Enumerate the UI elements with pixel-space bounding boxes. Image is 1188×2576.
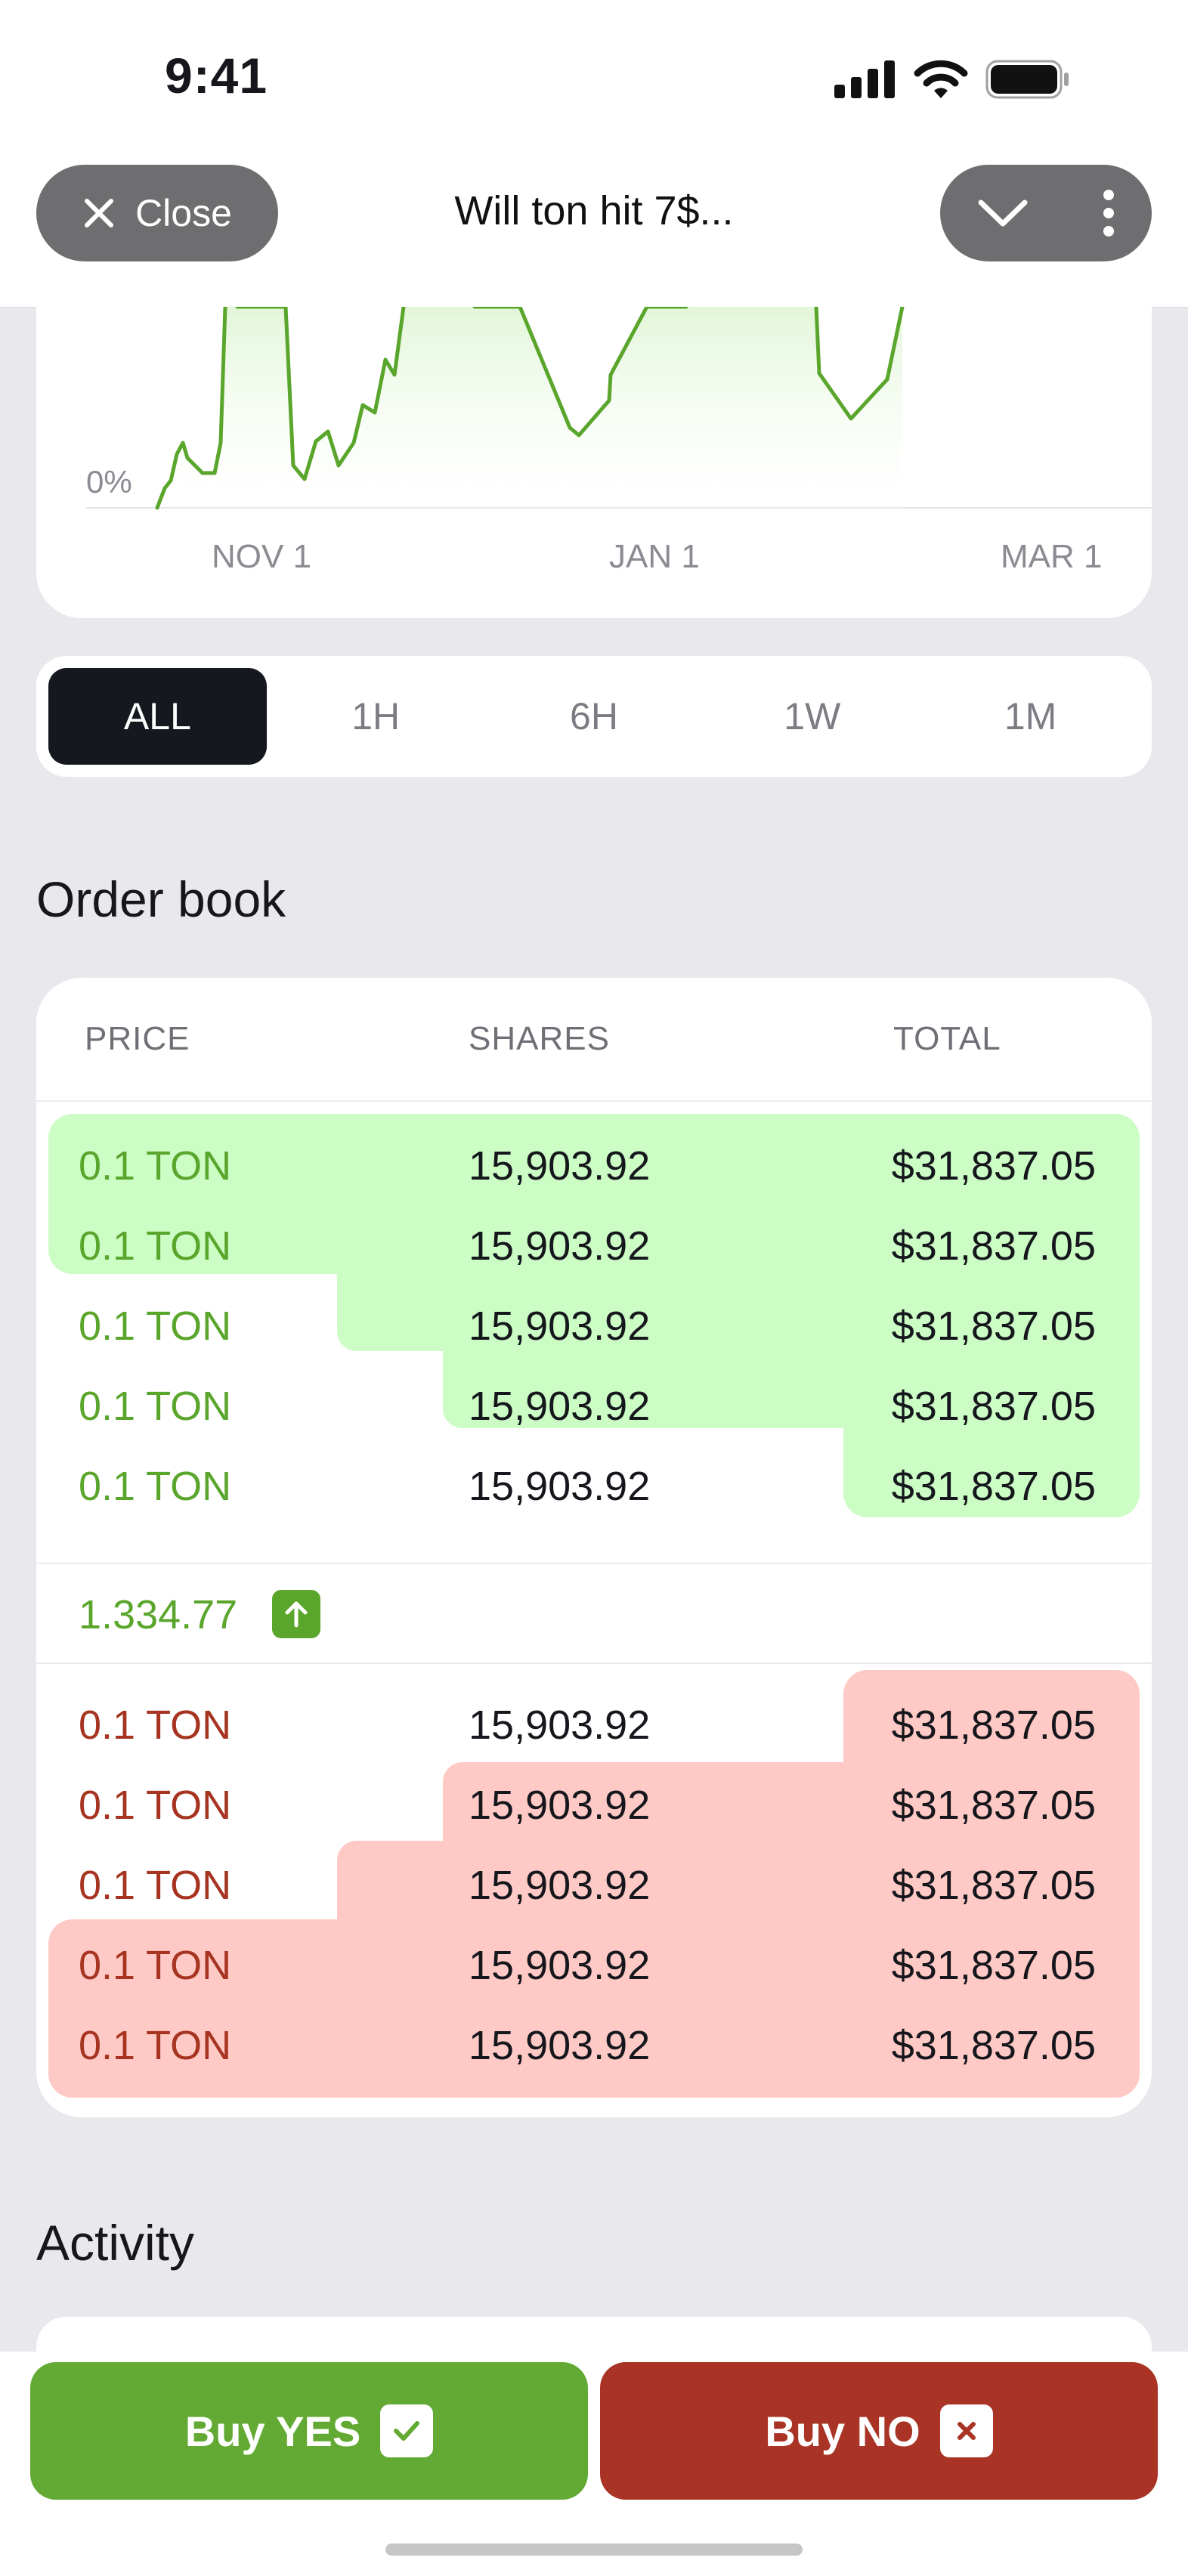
- home-indicator: [385, 2544, 803, 2556]
- ask-total: $31,837.05: [891, 1223, 1096, 1269]
- ask-depth-bar: [443, 1348, 1140, 1428]
- page-title: Will ton hit 7$...: [454, 188, 734, 233]
- close-button[interactable]: Close: [36, 165, 278, 261]
- bid-shares: 15,903.92: [469, 1702, 651, 1748]
- bid-depth-bar: [48, 1919, 1140, 2098]
- tab-1m[interactable]: 1M: [1004, 695, 1057, 738]
- bid-shares: 15,903.92: [469, 1863, 651, 1908]
- bid-row[interactable]: 0.1 TON 15,903.92 $31,837.05: [36, 1762, 1152, 1842]
- menu-button[interactable]: [940, 165, 1152, 261]
- last-price-row: 1.334.77: [36, 1563, 1152, 1664]
- chart-svg: [86, 307, 1152, 510]
- y-axis-label: 0%: [86, 464, 132, 499]
- x-axis-label: MAR 1: [1001, 538, 1103, 575]
- close-icon: [85, 199, 114, 227]
- signal-icon: [834, 60, 895, 98]
- bid-price: 0.1 TON: [79, 2023, 232, 2068]
- ask-row[interactable]: 0.1 TON 15,903.92 $31,837.05: [36, 1283, 1152, 1363]
- last-price: 1.334.77: [79, 1592, 238, 1637]
- chart-area: [157, 307, 902, 508]
- ask-shares: 15,903.92: [469, 1223, 651, 1269]
- bid-price: 0.1 TON: [79, 1783, 232, 1828]
- ask-price: 0.1 TON: [79, 1223, 232, 1269]
- ask-shares: 15,903.92: [469, 1143, 651, 1189]
- ask-price: 0.1 TON: [79, 1384, 232, 1429]
- bid-depth-bar: [337, 1841, 1140, 1921]
- timeframe-selector: ALL 1H 6H 1W 1M: [36, 656, 1152, 777]
- ask-depth-bar: [843, 1427, 1140, 1517]
- bid-depth-bar: [843, 1670, 1140, 1764]
- x-icon: [939, 2404, 993, 2457]
- chart-line: [155, 307, 905, 510]
- ask-price: 0.1 TON: [79, 1303, 232, 1349]
- bid-row[interactable]: 0.1 TON 15,903.92 $31,837.05: [36, 1682, 1152, 1762]
- status-time: 9:41: [165, 48, 268, 104]
- header-price: PRICE: [85, 1020, 190, 1057]
- status-bar: 9:41: [0, 0, 1188, 151]
- arrow-up-icon: [272, 1590, 320, 1638]
- ask-depth-bar: [48, 1114, 1140, 1274]
- ask-shares: 15,903.92: [469, 1384, 651, 1429]
- bid-price: 0.1 TON: [79, 1863, 232, 1908]
- x-axis-label: NOV 1: [212, 538, 312, 575]
- bid-total: $31,837.05: [891, 1702, 1096, 1748]
- more-vertical-icon[interactable]: [1101, 189, 1116, 237]
- bid-total: $31,837.05: [891, 2023, 1096, 2068]
- close-label: Close: [135, 192, 232, 234]
- nav-bar: Close Will ton hit 7$...: [0, 151, 1188, 308]
- ask-price: 0.1 TON: [79, 1143, 232, 1189]
- ask-row[interactable]: 0.1 TON 15,903.92 $31,837.05: [36, 1123, 1152, 1203]
- ask-total: $31,837.05: [891, 1384, 1096, 1429]
- header-shares: SHARES: [469, 1020, 610, 1057]
- tab-all[interactable]: ALL: [48, 668, 267, 765]
- bid-price: 0.1 TON: [79, 1702, 232, 1748]
- ask-total: $31,837.05: [891, 1464, 1096, 1509]
- check-icon: [380, 2404, 434, 2457]
- chevron-down-icon[interactable]: [976, 196, 1029, 230]
- bid-shares: 15,903.92: [469, 2023, 651, 2068]
- tab-1h[interactable]: 1H: [351, 695, 401, 738]
- bid-shares: 15,903.92: [469, 1783, 651, 1828]
- ask-row[interactable]: 0.1 TON 15,903.92 $31,837.05: [36, 1443, 1152, 1523]
- bid-depth-bar: [443, 1762, 1140, 1842]
- action-bar: Buy YES Buy NO: [0, 2352, 1188, 2576]
- ask-row[interactable]: 0.1 TON 15,903.92 $31,837.05: [36, 1203, 1152, 1283]
- tab-1w[interactable]: 1W: [784, 695, 841, 738]
- bid-total: $31,837.05: [891, 1943, 1096, 1988]
- battery-icon: [985, 60, 1069, 99]
- ask-shares: 15,903.92: [469, 1303, 651, 1349]
- buy-yes-label: Buy YES: [184, 2407, 361, 2455]
- header-total: TOTAL: [893, 1020, 1001, 1057]
- wifi-icon: [914, 60, 968, 98]
- x-axis-label: JAN 1: [609, 538, 700, 575]
- tab-6h[interactable]: 6H: [570, 695, 618, 738]
- bid-price: 0.1 TON: [79, 1943, 232, 1988]
- bid-row[interactable]: 0.1 TON 15,903.92 $31,837.05: [36, 1922, 1152, 2002]
- buy-no-button[interactable]: Buy NO: [600, 2362, 1158, 2500]
- ask-total: $31,837.05: [891, 1303, 1096, 1349]
- ask-price: 0.1 TON: [79, 1464, 232, 1509]
- bid-row[interactable]: 0.1 TON 15,903.92 $31,837.05: [36, 1842, 1152, 1922]
- bid-total: $31,837.05: [891, 1863, 1096, 1908]
- ask-shares: 15,903.92: [469, 1464, 651, 1509]
- price-chart: 0% NOV 1 JAN 1 MAR 1: [36, 307, 1152, 618]
- bid-total: $31,837.05: [891, 1783, 1096, 1828]
- ask-row[interactable]: 0.1 TON 15,903.92 $31,837.05: [36, 1363, 1152, 1443]
- order-book-header: PRICE SHARES TOTAL: [36, 978, 1152, 1102]
- order-book-title: Order book: [36, 871, 286, 927]
- bid-shares: 15,903.92: [469, 1943, 651, 1988]
- bid-row[interactable]: 0.1 TON 15,903.92 $31,837.05: [36, 2002, 1152, 2083]
- status-icons: [834, 59, 1070, 100]
- order-book: PRICE SHARES TOTAL 0.1 TON 15,903.92 $31…: [36, 978, 1152, 2117]
- buy-no-label: Buy NO: [765, 2407, 920, 2455]
- ask-total: $31,837.05: [891, 1143, 1096, 1189]
- ask-depth-bar: [337, 1273, 1140, 1351]
- activity-title: Activity: [36, 2215, 195, 2271]
- buy-yes-button[interactable]: Buy YES: [30, 2362, 588, 2500]
